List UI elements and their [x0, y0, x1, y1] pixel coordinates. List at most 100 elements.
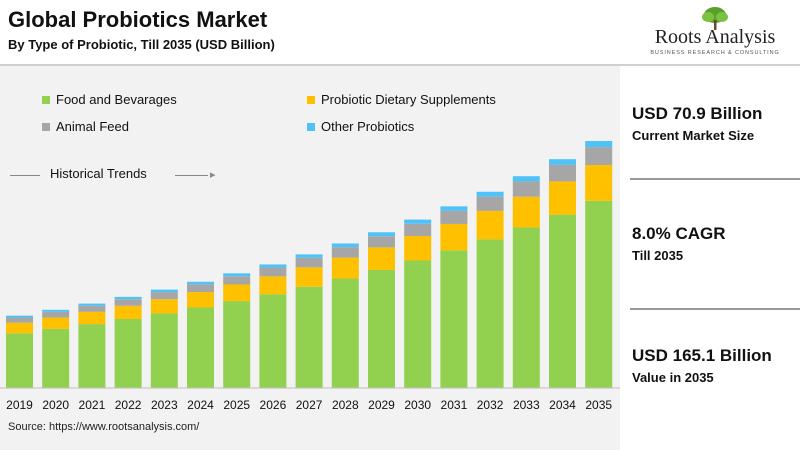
kpi-divider: [630, 308, 800, 310]
bar-animal-feed-2021: [78, 305, 106, 312]
kpi-cagr-value: 8.0% CAGR: [632, 224, 726, 243]
legend-label-animal-feed: Animal Feed: [56, 119, 129, 134]
legend-label-supplements: Probiotic Dietary Supplements: [321, 92, 496, 107]
bar-animal-feed-2028: [331, 247, 359, 258]
x-tick-label: 2020: [42, 398, 69, 412]
historical-line-left: [10, 175, 40, 176]
bar-animal-feed-2025: [223, 276, 251, 285]
bar-other-probiotics-2019: [6, 315, 33, 318]
bar-probiotic-dietary-supplements-2027: [295, 267, 323, 287]
bar-other-probiotics-2028: [331, 243, 359, 248]
x-tick-label: 2033: [513, 398, 540, 412]
legend-item-supplements: Probiotic Dietary Supplements: [307, 92, 496, 107]
kpi-value-2035-value: USD 165.1 Billion: [632, 346, 772, 365]
bar-other-probiotics-2022: [114, 296, 142, 300]
arrow-right-icon: ▸: [210, 169, 216, 181]
bar-animal-feed-2023: [150, 292, 178, 300]
bar-food-and-bevarages-2022: [114, 319, 142, 388]
tree-icon: [702, 7, 728, 30]
legend-label-other: Other Probiotics: [321, 119, 415, 134]
legend-swatch-animal-feed: [42, 122, 50, 131]
x-tick-label: 2019: [6, 398, 33, 412]
bar-probiotic-dietary-supplements-2031: [440, 223, 468, 251]
kpi-current-size-label: Current Market Size: [632, 128, 755, 143]
logo-name: Roots Analysis: [654, 26, 776, 48]
kpi-current-size: USD 70.9 Billion Current Market Size: [632, 104, 800, 143]
historical-trends-label: Historical Trends: [50, 166, 147, 181]
bar-animal-feed-2032: [476, 196, 504, 211]
bar-probiotic-dietary-supplements-2019: [6, 322, 33, 334]
source-note: Source: https://www.rootsanalysis.com/: [8, 421, 200, 433]
historical-line-right: [175, 175, 208, 176]
x-tick-label: 2027: [296, 398, 323, 412]
x-tick-label: 2023: [151, 398, 178, 412]
header: Global Probiotics Market By Type of Prob…: [0, 0, 800, 66]
bar-probiotic-dietary-supplements-2022: [114, 305, 142, 320]
bar-other-probiotics-2023: [150, 289, 178, 293]
bar-probiotic-dietary-supplements-2032: [476, 210, 504, 240]
legend-swatch-other: [307, 122, 315, 131]
legend-item-animal-feed: Animal Feed: [42, 119, 129, 134]
x-tick-label: 2028: [332, 398, 359, 412]
bar-probiotic-dietary-supplements-2024: [187, 292, 214, 308]
bar-food-and-bevarages-2019: [6, 333, 33, 388]
bar-other-probiotics-2026: [259, 264, 287, 268]
bar-food-and-bevarages-2031: [440, 250, 468, 388]
x-tick-label: 2025: [223, 398, 250, 412]
bar-animal-feed-2035: [585, 147, 613, 166]
bar-animal-feed-2026: [259, 267, 287, 277]
x-tick-label: 2029: [368, 398, 395, 412]
bar-probiotic-dietary-supplements-2020: [42, 317, 70, 329]
bar-food-and-bevarages-2027: [295, 286, 323, 388]
bar-animal-feed-2030: [404, 223, 432, 237]
bar-probiotic-dietary-supplements-2021: [78, 311, 106, 325]
bar-animal-feed-2033: [512, 181, 540, 197]
kpi-value-2035-label: Value in 2035: [632, 370, 714, 385]
bar-food-and-bevarages-2024: [187, 307, 214, 388]
bar-animal-feed-2019: [6, 317, 33, 323]
bar-food-and-bevarages-2021: [78, 324, 106, 388]
x-tick-label: 2022: [115, 398, 142, 412]
bar-probiotic-dietary-supplements-2025: [223, 284, 251, 302]
bar-food-and-bevarages-2035: [585, 200, 613, 388]
kpi-value-2035: USD 165.1 Billion Value in 2035: [632, 346, 800, 385]
bar-food-and-bevarages-2023: [150, 313, 178, 388]
legend-item-other: Other Probiotics: [307, 119, 414, 134]
x-tick-label: 2030: [404, 398, 431, 412]
roots-analysis-logo: Roots Analysis BUSINESS RESEARCH & CONSU…: [640, 6, 790, 60]
kpi-cagr: 8.0% CAGR Till 2035: [632, 224, 800, 263]
x-tick-label: 2026: [260, 398, 287, 412]
bar-animal-feed-2024: [187, 284, 214, 293]
kpi-panel: USD 70.9 Billion Current Market Size 8.0…: [620, 66, 800, 450]
legend: Food and Bevarages Probiotic Dietary Sup…: [0, 66, 620, 134]
x-tick-label: 2024: [187, 398, 214, 412]
bar-animal-feed-2027: [295, 257, 323, 268]
bar-probiotic-dietary-supplements-2034: [549, 181, 576, 215]
bar-food-and-bevarages-2032: [476, 239, 504, 388]
bar-other-probiotics-2032: [476, 191, 504, 197]
plot-area: Food and Bevarages Probiotic Dietary Sup…: [0, 66, 620, 450]
bar-food-and-bevarages-2034: [549, 214, 576, 388]
bar-animal-feed-2029: [368, 236, 395, 248]
bar-food-and-bevarages-2030: [404, 260, 432, 388]
x-tick-label: 2032: [477, 398, 504, 412]
bar-other-probiotics-2025: [223, 273, 251, 277]
x-tick-label: 2021: [79, 398, 106, 412]
bar-probiotic-dietary-supplements-2035: [585, 165, 613, 201]
x-tick-label: 2035: [585, 398, 612, 412]
bar-food-and-bevarages-2020: [42, 328, 70, 388]
x-tick-label: 2031: [441, 398, 468, 412]
bar-other-probiotics-2030: [404, 219, 432, 224]
logo-tagline: BUSINESS RESEARCH & CONSULTING: [650, 50, 780, 56]
bar-animal-feed-2022: [114, 299, 142, 306]
bar-animal-feed-2020: [42, 311, 70, 318]
bar-probiotic-dietary-supplements-2033: [512, 196, 540, 228]
bar-probiotic-dietary-supplements-2030: [404, 236, 432, 261]
bar-other-probiotics-2035: [585, 140, 613, 148]
bar-chart: 2019 2020 2021 2022 2023 2024 2025 2026 2027 2028…: [0, 140, 620, 412]
bar-other-probiotics-2027: [295, 254, 323, 258]
bar-other-probiotics-2034: [549, 159, 576, 165]
chart-subtitle: By Type of Probiotic, Till 2035 (USD Bil…: [8, 37, 275, 52]
bar-animal-feed-2031: [440, 210, 468, 224]
bar-other-probiotics-2033: [512, 176, 540, 182]
